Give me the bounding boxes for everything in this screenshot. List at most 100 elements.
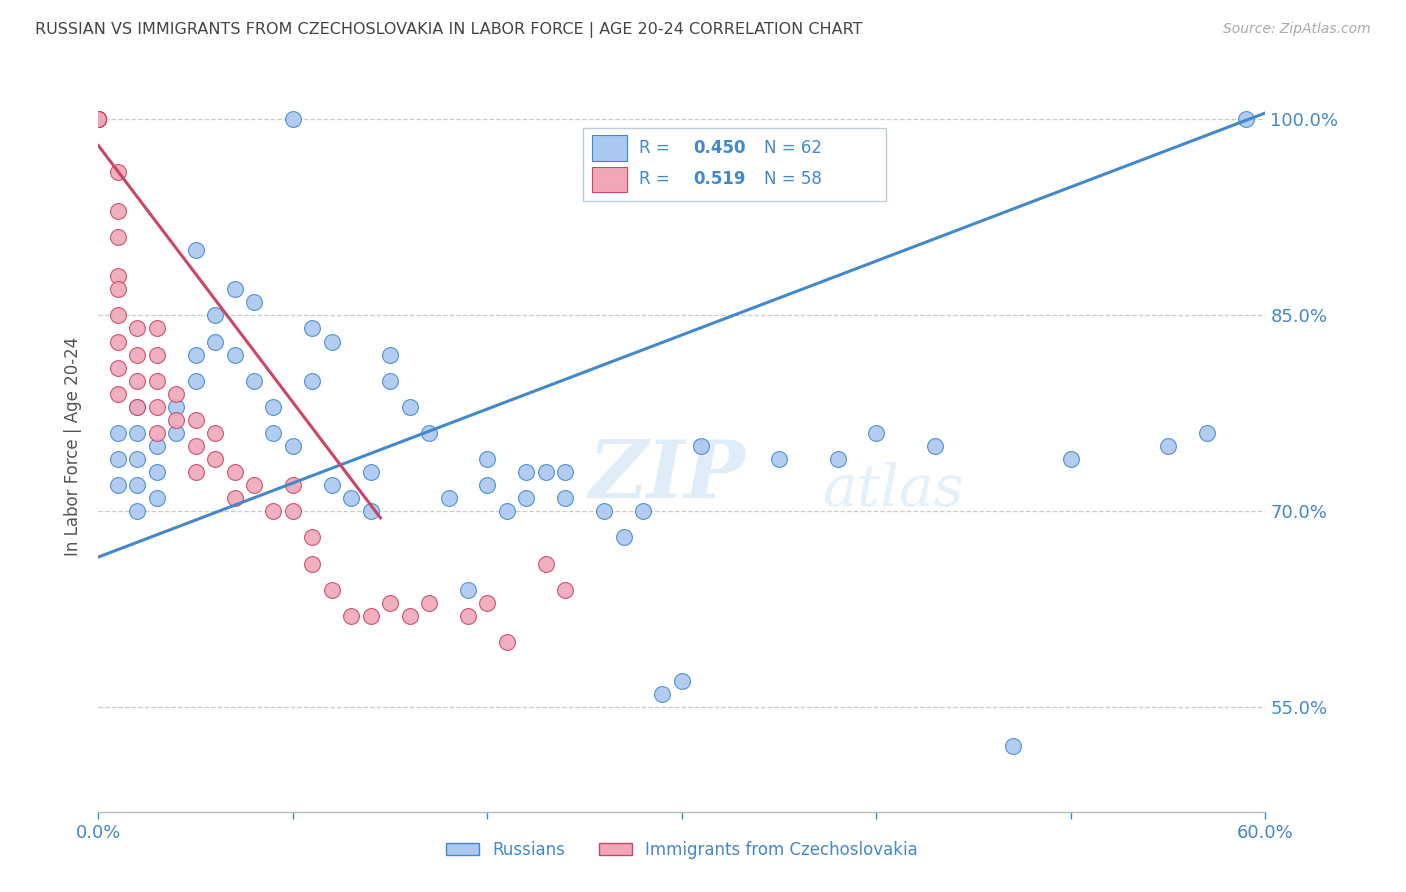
Point [418,596,440,610]
Point [924,439,946,453]
Point [360,465,382,479]
Text: 0.519: 0.519 [693,170,747,188]
Text: atlas: atlas [823,462,963,518]
Point [146,348,169,362]
Point [127,425,149,440]
Point [127,452,149,467]
Point [768,452,790,467]
Text: RUSSIAN VS IMMIGRANTS FROM CZECHOSLOVAKIA IN LABOR FORCE | AGE 20-24 CORRELATION: RUSSIAN VS IMMIGRANTS FROM CZECHOSLOVAKI… [35,22,863,38]
Point [87,112,110,127]
Text: Source: ZipAtlas.com: Source: ZipAtlas.com [1223,22,1371,37]
Point [107,282,129,296]
Point [87,112,110,127]
Point [107,425,129,440]
Point [398,400,420,414]
Point [87,112,110,127]
Point [457,608,479,623]
Text: N = 58: N = 58 [763,170,821,188]
Point [146,465,169,479]
Point [477,478,499,492]
Point [1001,739,1024,754]
Point [554,582,576,597]
Point [321,334,343,349]
Point [378,348,402,362]
Point [613,530,636,544]
Point [827,452,849,467]
Point [378,596,402,610]
Point [262,425,284,440]
Point [204,334,226,349]
Text: ZIP: ZIP [589,436,745,514]
Point [107,386,129,401]
Point [631,504,654,518]
Point [495,635,517,649]
Point [87,112,110,127]
Point [204,309,226,323]
Point [1157,439,1180,453]
Point [204,425,226,440]
Point [554,491,576,506]
Bar [592,167,627,192]
Point [418,425,440,440]
Point [87,112,110,127]
Point [165,400,187,414]
Point [224,491,246,506]
Point [301,530,323,544]
Point [87,112,110,127]
Point [87,112,110,127]
Point [87,112,110,127]
Point [127,348,149,362]
Point [107,165,129,179]
Text: R =: R = [638,139,669,157]
Point [690,439,713,453]
Point [127,374,149,388]
Point [515,491,537,506]
Point [224,282,246,296]
Point [457,582,479,597]
Point [477,596,499,610]
Point [262,400,284,414]
Point [554,465,576,479]
Point [87,112,110,127]
Bar [592,136,627,161]
Point [87,112,110,127]
Point [87,112,110,127]
Point [477,452,499,467]
Point [107,334,129,349]
Point [107,452,129,467]
Point [87,112,110,127]
Point [321,582,343,597]
Point [107,478,129,492]
Point [534,465,557,479]
Point [301,557,323,571]
Point [378,374,402,388]
Point [360,504,382,518]
Point [437,491,460,506]
Point [281,504,304,518]
Point [865,425,887,440]
Point [184,243,207,257]
Point [281,439,304,453]
Point [127,321,149,335]
Point [243,374,266,388]
Text: N = 62: N = 62 [763,139,821,157]
Point [146,439,169,453]
Point [321,478,343,492]
Point [281,112,304,127]
Point [107,360,129,375]
Point [243,295,266,310]
Point [146,491,169,506]
Point [184,413,207,427]
Point [651,687,673,701]
Point [107,269,129,284]
Point [146,425,169,440]
Point [301,321,323,335]
Point [127,400,149,414]
Text: R =: R = [638,170,669,188]
Point [262,504,284,518]
Point [340,608,363,623]
Point [340,491,363,506]
Point [224,465,246,479]
Point [127,400,149,414]
Point [224,348,246,362]
